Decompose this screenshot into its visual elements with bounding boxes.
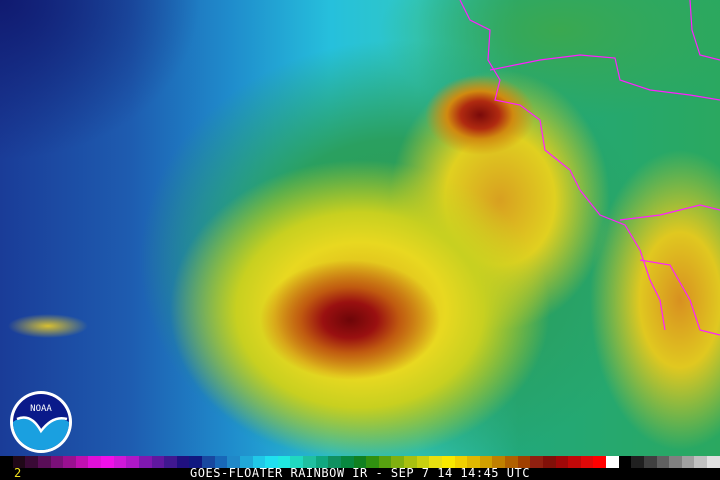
noaa-logo: NOAA bbox=[10, 391, 72, 453]
color-scale-bar bbox=[0, 456, 720, 468]
color-scale-segment bbox=[517, 456, 531, 468]
color-scale-segment bbox=[707, 456, 720, 468]
color-scale-segment bbox=[277, 456, 291, 468]
border-line bbox=[639, 259, 720, 336]
color-scale-segment bbox=[265, 456, 278, 468]
color-scale-segment bbox=[479, 456, 493, 468]
color-scale-segment bbox=[214, 456, 228, 468]
color-scale-segment bbox=[618, 456, 632, 468]
border-line bbox=[459, 0, 666, 331]
color-scale-segment bbox=[643, 456, 657, 468]
color-scale-segment bbox=[340, 456, 354, 468]
color-scale-segment bbox=[138, 456, 152, 468]
color-scale-segment bbox=[429, 456, 442, 468]
color-scale-segment bbox=[606, 456, 619, 468]
color-scale-segment bbox=[37, 456, 51, 468]
color-scale-segment bbox=[290, 456, 303, 468]
color-scale-segment bbox=[328, 456, 341, 468]
color-scale-segment bbox=[189, 456, 202, 468]
color-scale-segment bbox=[454, 456, 468, 468]
frame-number: 2 bbox=[14, 466, 22, 480]
color-scale-segment bbox=[441, 456, 455, 468]
noaa-logo-text: NOAA bbox=[30, 404, 52, 414]
color-scale-segment bbox=[568, 456, 581, 468]
color-scale-segment bbox=[542, 456, 556, 468]
political-borders bbox=[459, 0, 720, 336]
color-scale-segment bbox=[126, 456, 139, 468]
color-scale-segment bbox=[227, 456, 240, 468]
color-scale-segment bbox=[202, 456, 215, 468]
color-scale-segment bbox=[505, 456, 518, 468]
color-scale-segment bbox=[63, 456, 76, 468]
color-scale-segment bbox=[151, 456, 165, 468]
color-scale-segment bbox=[303, 456, 316, 468]
color-scale-segment bbox=[50, 456, 64, 468]
color-scale-segment bbox=[492, 456, 505, 468]
color-scale-segment bbox=[467, 456, 480, 468]
color-scale-segment bbox=[25, 456, 38, 468]
color-scale-segment bbox=[239, 456, 253, 468]
color-scale-segment bbox=[164, 456, 177, 468]
color-scale-segment bbox=[353, 456, 367, 468]
color-scale-segment bbox=[694, 456, 707, 468]
color-scale-segment bbox=[12, 456, 26, 468]
color-scale-segment bbox=[366, 456, 379, 468]
color-scale-segment bbox=[530, 456, 543, 468]
color-scale-segment bbox=[681, 456, 695, 468]
color-scale-segment bbox=[416, 456, 430, 468]
color-scale-segment bbox=[176, 456, 190, 468]
color-scale-segment bbox=[0, 456, 13, 468]
color-scale-segment bbox=[656, 456, 670, 468]
color-scale-segment bbox=[101, 456, 114, 468]
border-line bbox=[689, 0, 720, 61]
color-scale-segment bbox=[580, 456, 594, 468]
color-scale-segment bbox=[391, 456, 404, 468]
color-scale-segment bbox=[315, 456, 329, 468]
color-scale-segment bbox=[593, 456, 606, 468]
color-scale-segment bbox=[404, 456, 417, 468]
border-line bbox=[619, 204, 720, 221]
color-scale-segment bbox=[75, 456, 89, 468]
color-scale-segment bbox=[555, 456, 569, 468]
satellite-ir-image bbox=[0, 0, 720, 456]
color-scale-segment bbox=[669, 456, 682, 468]
color-scale-segment bbox=[88, 456, 101, 468]
color-scale-segment bbox=[378, 456, 392, 468]
color-scale-segment bbox=[631, 456, 644, 468]
color-scale-segment bbox=[113, 456, 127, 468]
color-scale-segment bbox=[252, 456, 266, 468]
image-caption: GOES-FLOATER RAINBOW IR - SEP 7 14 14:45… bbox=[190, 466, 530, 480]
border-line bbox=[489, 54, 720, 101]
